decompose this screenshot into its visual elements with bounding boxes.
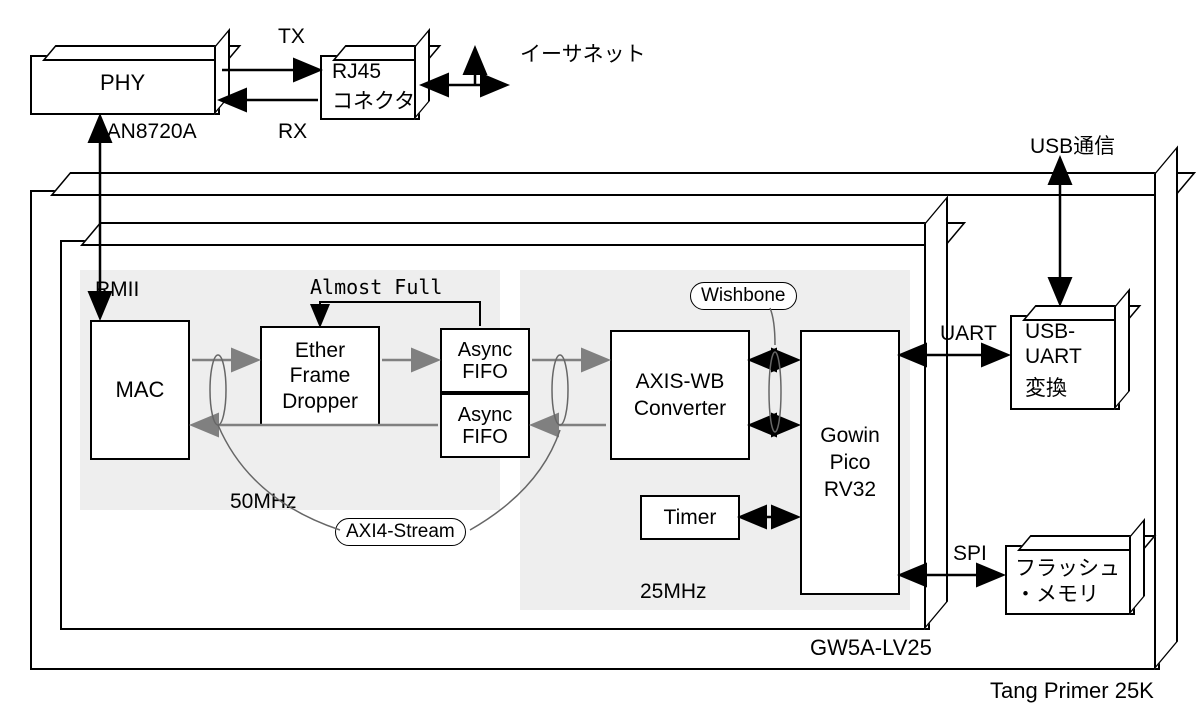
awb-l2: Converter	[634, 395, 726, 422]
wishbone-pill: Wishbone	[690, 282, 797, 310]
lan-chip-label: LAN8720A	[95, 120, 197, 144]
gowin-rv32-box: Gowin Pico RV32	[800, 330, 900, 595]
async-fifo-bottom: Async FIFO	[440, 393, 530, 458]
af2-l1: Async	[458, 404, 512, 426]
clk50-label: 50MHz	[230, 490, 297, 514]
async-fifo-top: Async FIFO	[440, 328, 530, 393]
usb-uart-l3: 変換	[1025, 372, 1067, 402]
rj45-l2: コネクタ	[332, 85, 415, 115]
usb-uart-l1: USB-	[1025, 320, 1075, 344]
spi-label: SPI	[953, 542, 987, 566]
af2-l2: FIFO	[462, 426, 508, 448]
af1-l1: Async	[458, 339, 512, 361]
ether-frame-dropper-box: Ether Frame Dropper	[260, 326, 380, 426]
wishbone-label: Wishbone	[701, 285, 786, 306]
uart-label: UART	[940, 322, 997, 346]
flash-l2: ・メモリ	[1015, 578, 1099, 608]
axi4-label: AXI4-Stream	[346, 521, 455, 542]
efd-l2: Frame	[290, 363, 351, 388]
usb-comm-label: USB通信	[1030, 130, 1115, 160]
mac-label: MAC	[116, 377, 165, 403]
axi4stream-pill: AXI4-Stream	[335, 518, 466, 546]
usb-uart-l2: UART	[1025, 345, 1082, 369]
fpga-label: GW5A-LV25	[810, 635, 932, 661]
clk25-label: 25MHz	[640, 580, 707, 604]
efd-l1: Ether	[295, 338, 345, 363]
timer-box: Timer	[640, 495, 740, 540]
ethernet-label: イーサネット	[520, 38, 646, 68]
timer-label: Timer	[664, 506, 717, 530]
board-label: Tang Primer 25K	[990, 678, 1154, 704]
gowin-l3: RV32	[824, 476, 876, 503]
phy-label: PHY	[100, 70, 145, 96]
axis-wb-box: AXIS-WB Converter	[610, 330, 750, 460]
rx-label: RX	[278, 120, 307, 144]
awb-l1: AXIS-WB	[636, 368, 725, 395]
tx-label: TX	[278, 25, 305, 49]
efd-l3: Dropper	[282, 389, 358, 414]
gowin-l1: Gowin	[820, 422, 880, 449]
rmii-label: RMII	[95, 278, 139, 302]
mac-box: MAC	[90, 320, 190, 460]
almost-full-label: Almost Full	[310, 275, 442, 299]
rj45-l1: RJ45	[332, 60, 381, 84]
gowin-l2: Pico	[830, 449, 871, 476]
af1-l2: FIFO	[462, 361, 508, 383]
